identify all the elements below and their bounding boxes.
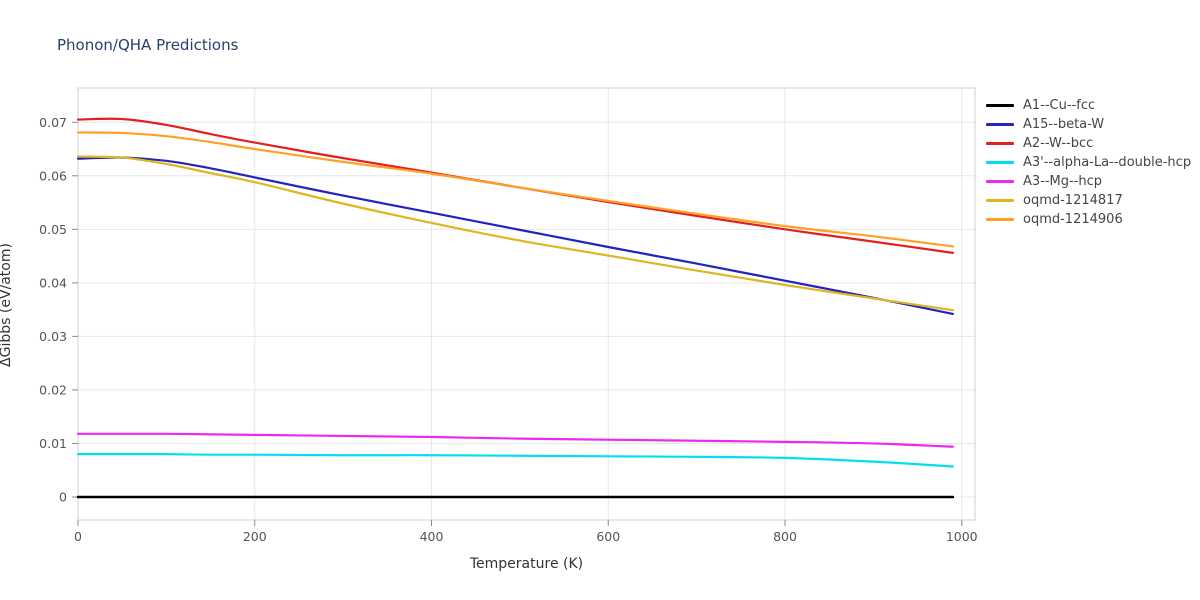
legend-swatch bbox=[986, 161, 1014, 164]
legend-swatch bbox=[986, 199, 1014, 202]
chart-title: Phonon/QHA Predictions bbox=[57, 36, 239, 54]
series-line-a3-alpha-la-double-hcp bbox=[76, 453, 955, 468]
legend-label: oqmd-1214906 bbox=[1023, 212, 1123, 227]
y-tick-label: 0.06 bbox=[39, 168, 67, 183]
legend-entry: A15--beta-W bbox=[986, 117, 1191, 132]
legend-label: A3'--alpha-La--double-hcp bbox=[1023, 155, 1192, 170]
legend-label: A2--W--bcc bbox=[1023, 136, 1094, 151]
x-tick-label: 600 bbox=[596, 529, 620, 544]
legend-entry: A3'--alpha-La--double-hcp bbox=[986, 155, 1192, 170]
series-line-a3-mg-hcp bbox=[76, 432, 955, 448]
legend-label: oqmd-1214817 bbox=[1023, 193, 1123, 208]
series-line-oqmd-1214906 bbox=[76, 131, 955, 248]
legend-swatch bbox=[986, 180, 1014, 183]
series-line-a15-beta-w bbox=[76, 156, 955, 315]
x-tick-label: 0 bbox=[74, 529, 82, 544]
legend-label: A3--Mg--hcp bbox=[1023, 174, 1103, 189]
legend: A1--Cu--fcc A15--beta-W A2--W--bcc A3'--alp… bbox=[986, 98, 1192, 227]
y-tick-label: 0.04 bbox=[39, 275, 67, 290]
legend-entry: A3--Mg--hcp bbox=[986, 174, 1191, 189]
x-tick-label: 400 bbox=[420, 529, 444, 544]
y-tick-label: 0.07 bbox=[39, 115, 67, 130]
x-tick-label: 200 bbox=[243, 529, 267, 544]
legend-swatch bbox=[986, 218, 1014, 221]
legend-entry: oqmd-1214906 bbox=[986, 212, 1191, 227]
series-line-oqmd-1214817 bbox=[76, 155, 955, 312]
legend-label: A15--beta-W bbox=[1023, 117, 1105, 132]
legend-swatch bbox=[986, 142, 1014, 145]
plot-frame bbox=[77, 87, 976, 521]
legend-label: A1--Cu--fcc bbox=[1023, 98, 1096, 113]
y-tick-label: 0.02 bbox=[39, 382, 67, 397]
legend-swatch bbox=[986, 123, 1014, 126]
legend-entry: A1--Cu--fcc bbox=[986, 98, 1191, 113]
y-axis-title: ΔGibbs (eV/atom) bbox=[0, 243, 14, 367]
legend-entry: A2--W--bcc bbox=[986, 136, 1191, 151]
y-tick-label: 0.03 bbox=[39, 329, 67, 344]
x-tick-label: 800 bbox=[773, 529, 797, 544]
legend-swatch bbox=[986, 104, 1014, 107]
legend-entry: oqmd-1214817 bbox=[986, 193, 1191, 208]
x-tick-label: 1000 bbox=[946, 529, 978, 544]
y-tick-label: 0 bbox=[59, 489, 67, 504]
x-axis-title: Temperature (K) bbox=[469, 556, 584, 572]
y-tick-label: 0.05 bbox=[39, 222, 67, 237]
y-tick-label: 0.01 bbox=[39, 436, 67, 451]
